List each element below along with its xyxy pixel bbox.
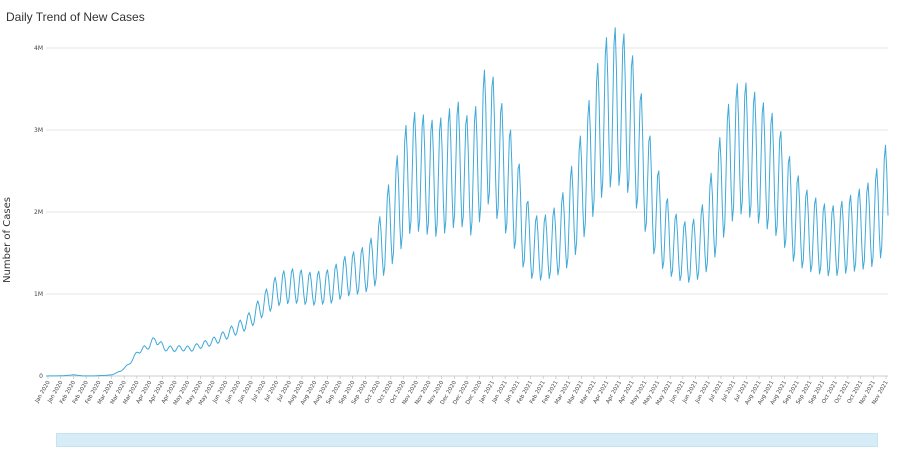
y-tick-label: 4M — [34, 45, 43, 52]
y-tick-label: 1M — [34, 291, 43, 298]
y-axis-label: Number of Cases — [2, 197, 13, 283]
y-tick-label: 0 — [39, 373, 43, 380]
series-line — [45, 27, 889, 377]
y-axis-ticks: 0 1M 2M 3M 4M — [34, 45, 43, 380]
gridlines — [46, 47, 888, 295]
chart-title: Daily Trend of New Cases — [6, 10, 145, 24]
range-scrollbar[interactable] — [56, 433, 878, 447]
y-tick-label: 3M — [34, 127, 43, 134]
y-tick-label: 2M — [34, 209, 43, 216]
